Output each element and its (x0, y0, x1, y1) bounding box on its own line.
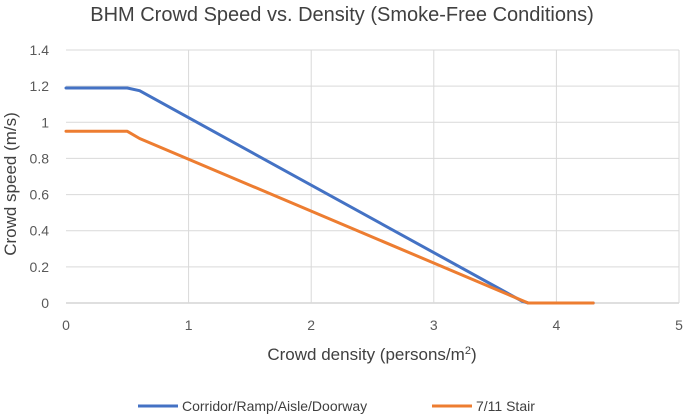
y-tick-label: 0.2 (30, 259, 50, 275)
x-tick-label: 5 (675, 317, 683, 333)
y-tick-label: 1.4 (30, 42, 50, 58)
x-axis-title: Crowd density (persons/m2) (267, 345, 476, 364)
y-axis-ticks: 0 0.2 0.4 0.6 0.8 1 1.2 1.4 (30, 42, 50, 311)
y-tick-label: 0.6 (30, 187, 50, 203)
y-tick-label: 0.8 (30, 150, 50, 166)
x-axis-title-suffix: ) (471, 345, 477, 364)
series-line (64, 86, 595, 305)
legend-label: 7/11 Stair (476, 398, 535, 414)
x-tick-label: 3 (430, 317, 438, 333)
legend-label: Corridor/Ramp/Aisle/Doorway (182, 398, 367, 414)
series-line (64, 129, 595, 305)
x-axis-ticks: 0 1 2 3 4 5 (62, 317, 683, 333)
x-tick-label: 2 (307, 317, 315, 333)
x-tick-label: 1 (185, 317, 193, 333)
x-axis-title-main: Crowd density (persons/m (267, 345, 464, 364)
chart-title: BHM Crowd Speed vs. Density (Smoke-Free … (90, 4, 594, 26)
legend: Corridor/Ramp/Aisle/Doorway 7/11 Stair (138, 398, 535, 414)
y-tick-label: 0.4 (30, 223, 50, 239)
y-axis-title: Crowd speed (m/s) (1, 112, 20, 256)
y-tick-label: 1.2 (30, 78, 50, 94)
y-tick-label: 1 (41, 114, 49, 130)
series-lines (64, 86, 595, 305)
x-tick-label: 4 (553, 317, 561, 333)
x-axis-title-superscript: 2 (465, 345, 471, 357)
y-tick-label: 0 (41, 295, 49, 311)
x-tick-label: 0 (62, 317, 70, 333)
grid (66, 49, 680, 304)
